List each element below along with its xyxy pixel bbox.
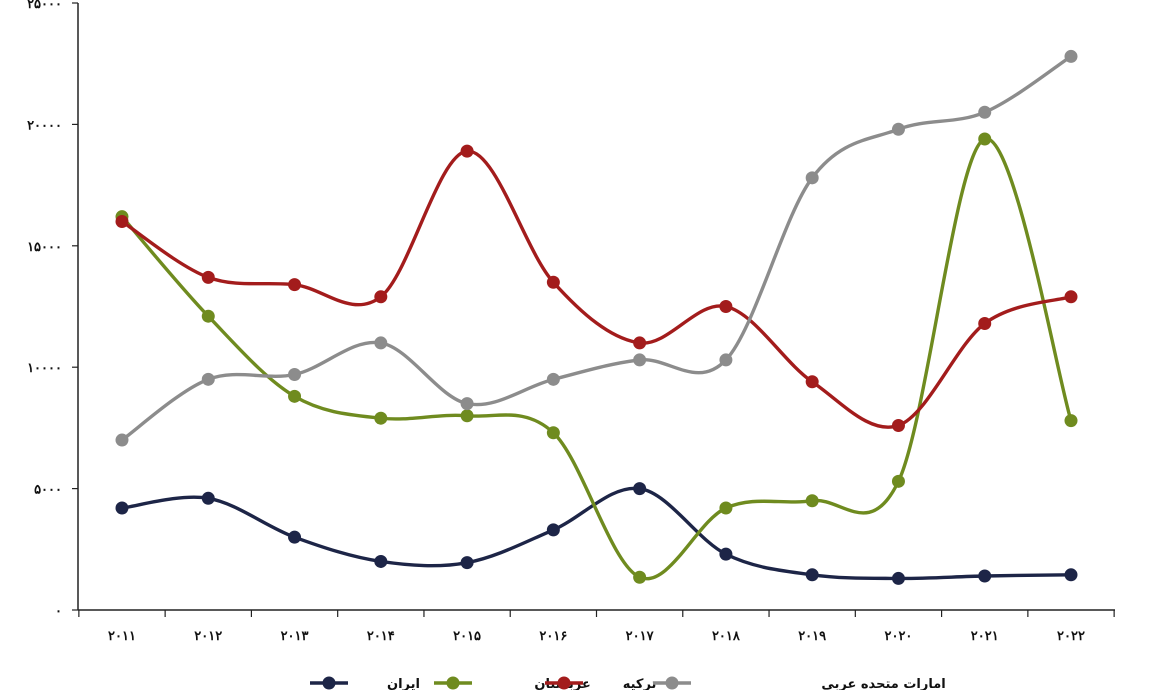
data-point-series-1 [633,570,647,584]
data-point-series-2 [1064,290,1078,304]
x-tick-label: ۲۰۱۸ [712,629,741,644]
data-point-series-0 [115,501,129,515]
data-point-series-3 [460,397,474,411]
chart-series-points [115,49,1078,585]
x-tick-label: ۲۰۲۱ [971,629,999,644]
data-point-series-0 [374,554,388,568]
y-tick-label: ۲۵۰۰۰ [27,0,62,12]
data-point-series-1 [805,494,819,508]
data-point-series-0 [460,556,474,570]
data-point-series-3 [719,353,733,367]
legend-label-0: ایران [387,677,420,690]
legend-marker-2 [557,676,571,690]
data-point-series-3 [891,122,905,136]
y-tick-label: ۱۵۰۰۰ [27,240,62,255]
data-point-series-0 [633,482,647,496]
data-point-series-1 [546,426,560,440]
data-point-series-3 [288,367,302,381]
x-tick-label: ۲۰۲۲ [1057,629,1085,644]
x-tick-label: ۲۰۱۴ [367,629,395,644]
chart-series-lines [120,54,1073,581]
data-point-series-0 [201,491,215,505]
data-point-series-0 [891,571,905,585]
data-point-series-2 [546,275,560,289]
data-point-series-3 [805,171,819,185]
x-tick-label: ۲۰۱۱ [108,629,136,644]
series-line-3 [120,54,1073,442]
data-point-series-1 [719,501,733,515]
x-tick-label: ۲۰۱۶ [539,629,567,644]
y-axis-ticks: ۰ ۵۰۰۰ ۱۰۰۰۰ ۱۵۰۰۰ ۲۰۰۰۰ ۲۵۰۰۰ [27,0,78,619]
y-tick-label: ۵۰۰۰ [34,483,62,498]
data-point-series-2 [633,336,647,350]
legend-label-2: ترکیه [623,677,657,690]
series-line-2 [120,149,1073,429]
x-axis-ticks: ۲۰۱۱ ۲۰۱۲ ۲۰۱۳ ۲۰۱۴ ۲۰۱۵ ۲۰۱۶ ۲۰۱۷ ۲۰۱۸ ۲۰۱۹ ۲۰۲۰… [78,610,1115,644]
chart-legend: ایرانعربستانترکیهامارات متحده عربی [310,676,946,690]
data-point-series-2 [719,300,733,313]
data-point-series-1 [288,389,302,403]
data-point-series-2 [978,316,992,330]
data-point-series-3 [201,372,215,386]
data-point-series-1 [460,409,474,423]
data-point-series-0 [1064,568,1078,582]
data-point-series-1 [374,411,388,425]
x-tick-label: ۲۰۱۵ [453,629,481,644]
chart-axes [77,3,1115,611]
x-tick-label: ۲۰۱۲ [194,629,222,644]
data-point-series-2 [115,215,129,229]
data-point-series-2 [460,144,474,158]
data-point-series-2 [288,278,302,292]
x-tick-label: ۲۰۱۷ [626,629,655,644]
data-point-series-1 [201,309,215,323]
series-line-0 [120,486,1073,581]
data-point-series-0 [978,569,992,583]
data-point-series-1 [1064,414,1078,428]
legend-marker-1 [446,676,460,690]
data-point-series-0 [546,523,560,537]
legend-marker-0 [322,676,336,690]
y-tick-label: ۰ [55,604,62,619]
data-point-series-3 [633,353,647,367]
data-point-series-2 [374,290,388,304]
data-point-series-1 [978,132,992,146]
data-point-series-3 [374,336,388,350]
data-point-series-3 [546,372,560,386]
series-line-1 [120,137,1073,581]
x-tick-label: ۲۰۱۳ [281,629,309,644]
y-tick-label: ۱۰۰۰۰ [27,361,62,376]
data-point-series-2 [201,270,215,284]
data-point-series-3 [1064,49,1078,63]
data-point-series-3 [115,433,129,447]
legend-marker-3 [665,676,679,690]
x-tick-label: ۲۰۲۰ [884,629,912,644]
data-point-series-2 [891,418,905,432]
legend-label-3: امارات متحده عربی [821,677,945,690]
y-tick-label: ۲۰۰۰۰ [27,118,62,133]
x-tick-label: ۲۰۱۹ [798,629,826,644]
data-point-series-2 [805,375,819,389]
data-point-series-3 [978,105,992,119]
data-point-series-0 [719,547,733,561]
data-point-series-0 [288,530,302,544]
data-point-series-1 [891,474,905,488]
data-point-series-0 [805,568,819,582]
